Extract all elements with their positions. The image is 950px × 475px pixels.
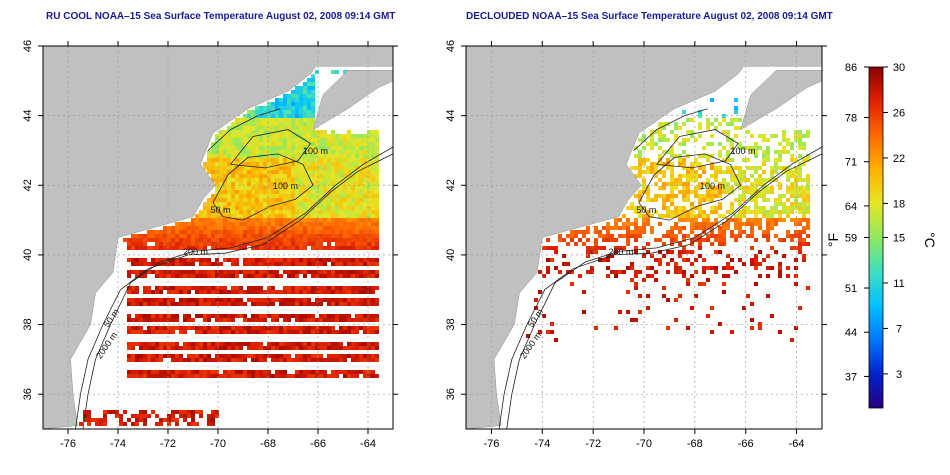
- x-tick-label: -68: [260, 438, 276, 450]
- contour-label: 100 m: [303, 146, 328, 156]
- y-tick-label: 42: [22, 179, 34, 191]
- x-tick-label: -70: [636, 438, 652, 450]
- new-brunswick-land: [725, 46, 822, 67]
- chart-title-right: DECLOUDED NOAA–15 Sea Surface Temperatur…: [466, 11, 833, 22]
- bathymetry-contour: [82, 146, 394, 430]
- colorbar-label-f: 71: [845, 157, 857, 169]
- y-tick-label: 40: [445, 249, 457, 261]
- contour-label: 50 m: [211, 205, 231, 215]
- x-tick-label: -66: [738, 438, 754, 450]
- contour-label: 100 m: [273, 181, 298, 191]
- y-tick-label: 36: [445, 388, 457, 400]
- colorbar-label-f: 64: [845, 201, 857, 213]
- bathymetry-contour: [633, 108, 708, 151]
- contour-label: 100 m: [700, 181, 725, 191]
- colorbar-label-f: 37: [845, 371, 857, 383]
- y-tick-label: 36: [22, 388, 34, 400]
- x-tick-label: -74: [534, 438, 550, 450]
- bathymetry-contour: [638, 153, 742, 221]
- contour-label: 100 m: [730, 146, 755, 156]
- colorbar-unit-f: °F: [825, 233, 841, 247]
- colorbar-label-c: 11: [893, 278, 904, 290]
- x-tick-label: -76: [483, 438, 499, 450]
- colorbar-ramp: [868, 66, 884, 409]
- x-tick-label: -64: [360, 438, 376, 450]
- bathymetry-contour: [656, 129, 739, 169]
- colorbar-label-f: 51: [845, 283, 857, 295]
- y-tick-label: 38: [445, 318, 457, 330]
- bathymetry-contour: [230, 129, 312, 169]
- colorbar-label-f: 86: [845, 62, 857, 74]
- bathymetry-contour: [506, 146, 823, 430]
- contour-label: 50 m: [636, 205, 656, 215]
- colorbar-label-c: 22: [893, 153, 905, 165]
- colorbar-label-f: 59: [845, 233, 857, 245]
- y-tick-label: 46: [445, 40, 457, 52]
- colorbar-label-f: 78: [845, 113, 857, 125]
- y-tick-label: 40: [22, 249, 34, 261]
- contour-label: 200 m: [608, 247, 633, 257]
- bathymetry-contour: [498, 153, 823, 430]
- x-tick-label: -66: [310, 438, 326, 450]
- colorbar-label-c: 26: [893, 107, 905, 119]
- colorbar-label-c: 18: [893, 198, 905, 210]
- x-tick-label: -72: [160, 438, 176, 450]
- colorbar-label-f: 44: [845, 327, 857, 339]
- colorbar-label-c: 15: [893, 233, 905, 245]
- colorbar-label-c: 3: [896, 369, 902, 381]
- colorbar-label-c: 7: [896, 323, 902, 335]
- colorbar-label-c: 30: [893, 62, 905, 74]
- x-tick-label: -68: [687, 438, 703, 450]
- bathymetry-contour: [207, 108, 281, 151]
- y-tick-label: 42: [445, 179, 457, 191]
- x-tick-label: -70: [210, 438, 226, 450]
- contour-label: 200 m: [183, 247, 208, 257]
- x-tick-label: -72: [585, 438, 601, 450]
- sst-pixels: [79, 70, 379, 426]
- y-tick-label: 44: [22, 110, 34, 122]
- x-tick-label: -64: [789, 438, 805, 450]
- new-brunswick-land: [298, 46, 393, 67]
- colorbar-unit-c: °C: [922, 232, 938, 248]
- y-tick-label: 46: [22, 40, 34, 52]
- y-tick-label: 38: [22, 318, 34, 330]
- x-tick-label: -74: [110, 438, 126, 450]
- y-tick-label: 44: [445, 110, 457, 122]
- chart-title-left: RU COOL NOAA–15 Sea Surface Temperature …: [46, 11, 396, 22]
- x-tick-label: -76: [60, 438, 76, 450]
